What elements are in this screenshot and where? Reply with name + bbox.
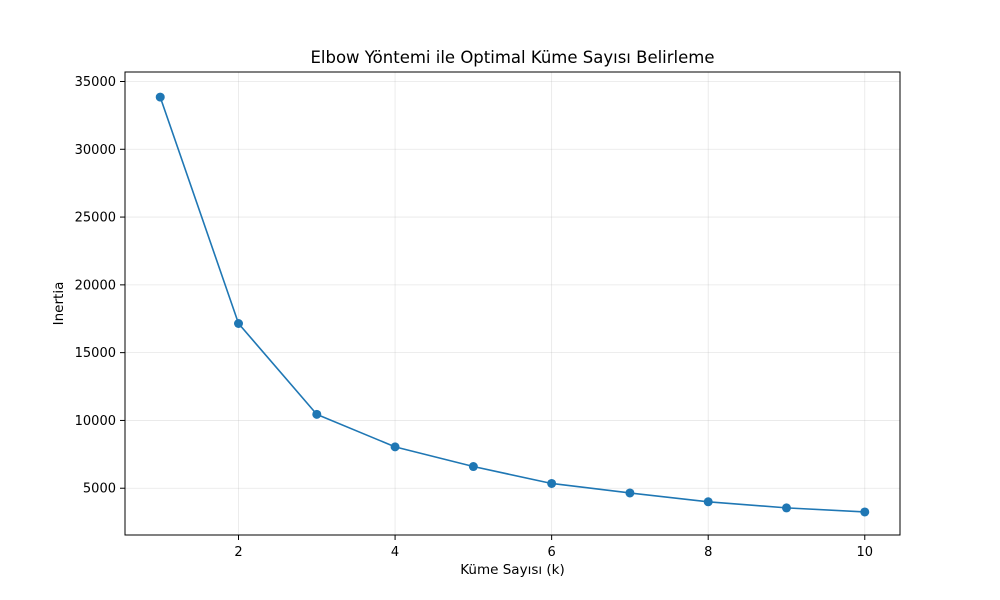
y-axis-ticks: 5000 10000 15000 20000 25000 30000 35000 bbox=[75, 75, 125, 497]
data-point bbox=[547, 478, 557, 488]
series-line bbox=[159, 96, 866, 513]
grid-lines bbox=[125, 72, 900, 535]
data-point bbox=[703, 497, 713, 507]
data-point bbox=[781, 503, 791, 513]
x-tick-label: 2 bbox=[234, 545, 242, 560]
x-axis-title: Küme Sayısı (k) bbox=[460, 562, 565, 578]
x-axis-ticks: 2 4 6 8 10 bbox=[234, 535, 873, 560]
series-line-group bbox=[159, 96, 866, 513]
y-tick-label: 5000 bbox=[83, 482, 116, 497]
data-point bbox=[860, 507, 870, 517]
data-point bbox=[312, 409, 322, 419]
data-point bbox=[390, 442, 400, 452]
data-point bbox=[234, 318, 244, 328]
y-tick-label: 10000 bbox=[75, 414, 116, 429]
x-tick-label: 10 bbox=[856, 545, 873, 560]
x-tick-label: 8 bbox=[704, 545, 712, 560]
chart-title: Elbow Yöntemi ile Optimal Küme Sayısı Be… bbox=[310, 48, 714, 67]
x-tick-label: 4 bbox=[391, 545, 399, 560]
series-markers bbox=[155, 92, 870, 517]
data-point bbox=[625, 488, 635, 498]
y-axis-title: Inertia bbox=[51, 282, 67, 326]
data-point bbox=[155, 92, 165, 102]
data-point bbox=[468, 462, 478, 472]
y-tick-label: 25000 bbox=[75, 211, 116, 226]
x-tick-label: 6 bbox=[548, 545, 556, 560]
y-tick-label: 35000 bbox=[75, 75, 116, 90]
y-tick-label: 30000 bbox=[75, 143, 116, 158]
plot-frame bbox=[124, 71, 901, 536]
y-tick-label: 15000 bbox=[75, 346, 116, 361]
y-tick-label: 20000 bbox=[75, 278, 116, 293]
